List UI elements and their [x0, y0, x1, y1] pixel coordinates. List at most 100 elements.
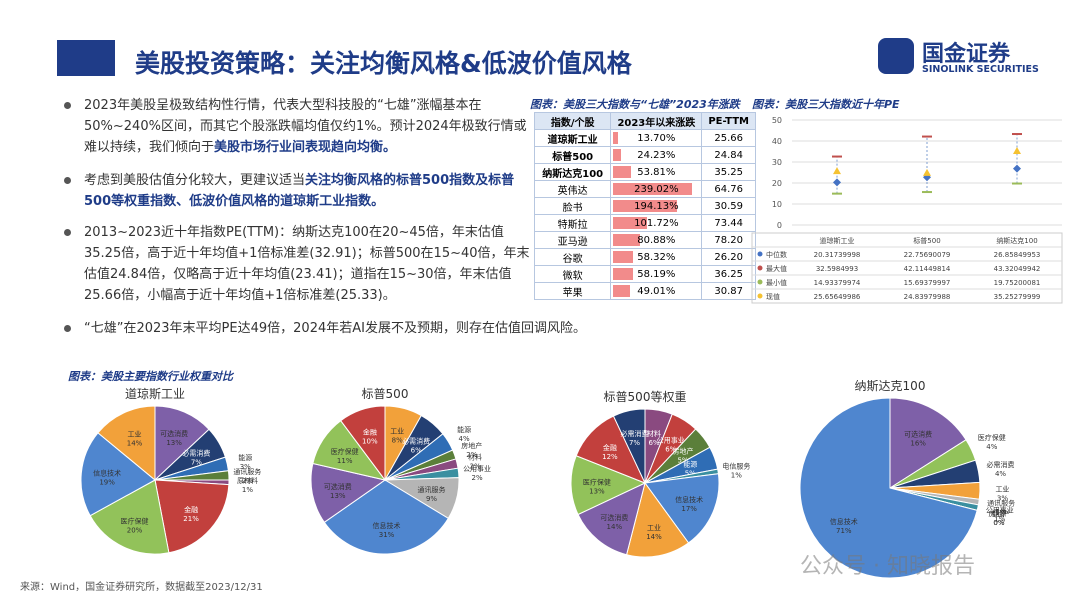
- slice-pct: 5%: [677, 457, 688, 465]
- slice-name: 房地产: [461, 441, 482, 450]
- slice-label: 能源 4%: [457, 425, 471, 443]
- slice-pct: 7%: [191, 459, 202, 467]
- pie-slice: [889, 397, 967, 489]
- pie-title: 纳斯达克100: [855, 380, 926, 393]
- data-value: 42.11449814: [904, 265, 951, 273]
- pie-slice: [80, 432, 156, 517]
- slice-pct: 13%: [589, 488, 605, 496]
- marker: [1013, 146, 1021, 154]
- slice-pct: 6%: [411, 446, 422, 454]
- name-cell: 亚马逊: [533, 231, 612, 249]
- pe-cell: 35.25: [701, 163, 756, 181]
- bullet-text: 考虑到美股估值分化较大，更建议适当: [84, 173, 306, 188]
- slice-pct: 3%: [997, 495, 1008, 503]
- slice-label: 通讯服务 9%: [418, 485, 446, 503]
- pie-slice: [570, 455, 647, 516]
- pe-cell: 30.59: [701, 197, 756, 215]
- slice-label: 能源 3%: [238, 453, 252, 471]
- pe-cell: 64.76: [701, 180, 756, 198]
- pe-cell: 26.20: [701, 248, 756, 266]
- slice-label: 房地产 2%: [461, 441, 482, 459]
- slice-label: 原材料 1%: [237, 476, 258, 494]
- slice-name: 可选消费: [160, 429, 188, 438]
- name-cell: 英伟达: [533, 180, 612, 198]
- slice-label: 工业 8%: [390, 426, 404, 444]
- slice-name: 通讯服务: [418, 485, 446, 494]
- bullet: 考虑到美股估值分化较大，更建议适当关注均衡风格的标普500指数及标普500等权重…: [62, 170, 532, 212]
- slice-pct: 2%: [242, 477, 253, 485]
- slice-name: 医疗保健: [121, 517, 149, 526]
- growth-cell: 101.72%: [610, 214, 703, 232]
- slice-pct: 1%: [242, 486, 253, 494]
- name-cell: 谷歌: [533, 248, 612, 266]
- slice-name: 金融: [184, 505, 198, 514]
- growth-label: 194.13%: [634, 200, 679, 212]
- row: 脸书 194.13% 30.59: [533, 197, 756, 215]
- slice-pct: 31%: [379, 531, 395, 539]
- name-cell: 纳斯达克100: [533, 163, 612, 181]
- slice-name: 可选消费: [904, 430, 932, 439]
- row: 道琼斯工业 13.70% 25.66: [533, 129, 756, 147]
- slice-name: 信息技术: [373, 521, 401, 530]
- slice-pct: 2%: [470, 462, 481, 470]
- pie-slice: [323, 479, 449, 555]
- slice-label: 通讯服务 1%: [987, 499, 1015, 517]
- slice-name: 金融: [363, 427, 377, 436]
- bullet-text: 关注均衡风格的标普500指数及标普500等权重指数、低波价值风格的道琼斯工业指数…: [84, 173, 515, 209]
- slice-label: 可选消费 14%: [600, 513, 628, 531]
- growth-bar: [613, 183, 693, 195]
- bullet-text: “七雄”在2023年末平均PE达49倍，2024年若AI发展不及预期，则存在估值…: [84, 321, 586, 336]
- growth-bar: [613, 268, 633, 280]
- growth-label: 24.23%: [637, 149, 676, 161]
- slice-name: 工业: [128, 429, 142, 438]
- slice-pct: 5%: [685, 470, 696, 478]
- slice-label: 金融 12%: [602, 443, 618, 461]
- header-cell: 2023年以来涨跌: [610, 112, 703, 130]
- slice-label: 信息技术 31%: [373, 521, 401, 539]
- row: 亚马逊 80.88% 78.20: [533, 231, 756, 249]
- slice-label: 可选消费 13%: [160, 429, 188, 447]
- slice-label: 医疗保健 20%: [121, 517, 149, 535]
- slice-label: 能源 0%: [992, 509, 1006, 527]
- growth-bar: [613, 285, 630, 297]
- slice-pct: 1%: [996, 509, 1007, 517]
- slice-pct: 19%: [99, 478, 115, 486]
- growth-label: 239.02%: [634, 183, 679, 195]
- legend-label: 中位数: [766, 250, 787, 259]
- slice-name: 信息技术: [675, 495, 703, 504]
- pie-slice: [97, 405, 156, 482]
- header-cell: 指数/个股: [533, 112, 612, 130]
- slice-pct: 10%: [362, 437, 378, 445]
- slice-name: 可选消费: [600, 513, 628, 522]
- slice-name: 能源: [992, 509, 1006, 518]
- data-value: 20.31739998: [814, 251, 861, 259]
- marker: [923, 168, 931, 176]
- growth-label: 13.70%: [637, 132, 676, 144]
- source: 来源：Wind，国金证券研究所，数据截至2023/12/31: [20, 582, 263, 593]
- slice-name: 能源: [238, 453, 252, 462]
- pie-slice: [577, 482, 646, 556]
- pe-cell: 30.87: [701, 282, 756, 300]
- slice-pct: 11%: [337, 457, 353, 465]
- slice-label: 必需消费 7%: [182, 449, 210, 467]
- slice-label: 信息技术 71%: [830, 517, 858, 535]
- slice-name: 工业: [390, 426, 404, 435]
- slice-label: 必需消费 4%: [987, 460, 1015, 478]
- marker: [1013, 164, 1021, 173]
- slice-name: 信息技术: [93, 468, 121, 477]
- slice-label: 公用事业 2%: [463, 464, 491, 482]
- name-cell: 特斯拉: [533, 214, 612, 232]
- logo-en: SINOLINK SECURITIES: [922, 64, 1039, 75]
- slice-name: 必需消费: [987, 460, 1015, 469]
- slice-pct: 12%: [602, 453, 618, 461]
- slice-pct: 9%: [426, 495, 437, 503]
- name-cell: 脸书: [533, 197, 612, 215]
- legend-marker: [757, 279, 763, 285]
- slice-pct: 1%: [994, 516, 1005, 524]
- marker: [833, 167, 841, 175]
- slice-pct: 21%: [183, 515, 199, 523]
- growth-cell: 58.19%: [610, 265, 703, 283]
- growth-cell: 53.81%: [610, 163, 703, 181]
- slice-pct: 13%: [330, 492, 346, 500]
